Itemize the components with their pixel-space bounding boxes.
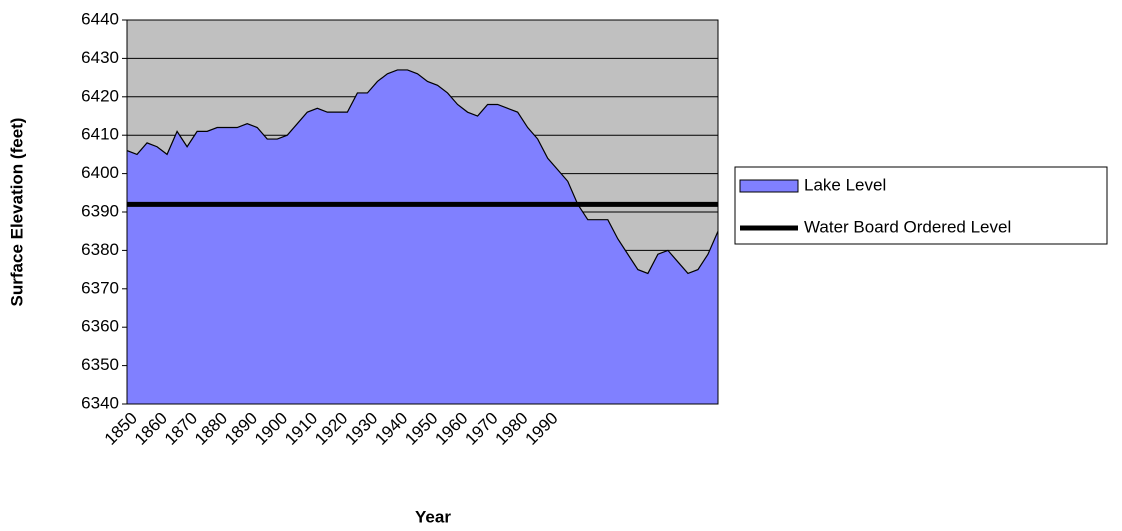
x-tick-label: 1870: [161, 409, 201, 449]
y-tick-label: 6420: [81, 86, 119, 105]
x-tick-label: 1880: [191, 409, 231, 449]
y-tick-label: 6350: [81, 355, 119, 374]
y-axis-label: Surface Elevation (feet): [7, 118, 26, 307]
y-tick-label: 6430: [81, 48, 119, 67]
y-tick-label: 6400: [81, 163, 119, 182]
y-tick-label: 6360: [81, 317, 119, 336]
area-outline: [126, 69, 719, 275]
x-tick-label: 1940: [371, 409, 411, 449]
x-tick-label: 1980: [491, 409, 531, 449]
area: [127, 69, 718, 405]
legend-label: Lake Level: [804, 175, 886, 194]
plot-border: [126, 19, 719, 405]
x-tick-label: 1920: [311, 409, 351, 449]
x-tick-label: 1910: [281, 409, 321, 449]
x-tick-label: 1990: [522, 409, 562, 449]
x-tick-label: 1950: [401, 409, 441, 449]
x-tick-label: 1890: [221, 409, 261, 449]
y-tick-label: 6390: [81, 201, 119, 220]
y-tick-label: 6340: [81, 393, 119, 412]
x-tick-label: 1850: [101, 409, 141, 449]
y-tick-label: 6410: [81, 125, 119, 144]
x-tick-label: 1900: [251, 409, 291, 449]
y-tick-label: 6380: [81, 240, 119, 259]
legend-label: Water Board Ordered Level: [804, 217, 1011, 236]
y-tick-label: 6370: [81, 278, 119, 297]
x-tick-label: 1930: [341, 409, 381, 449]
x-axis-label: Year: [415, 507, 451, 526]
x-tick-label: 1860: [131, 409, 171, 449]
x-tick-label: 1970: [461, 409, 501, 449]
x-tick-label: 1960: [431, 409, 471, 449]
y-tick-label: 6440: [81, 9, 119, 28]
legend-swatch: [739, 179, 799, 193]
